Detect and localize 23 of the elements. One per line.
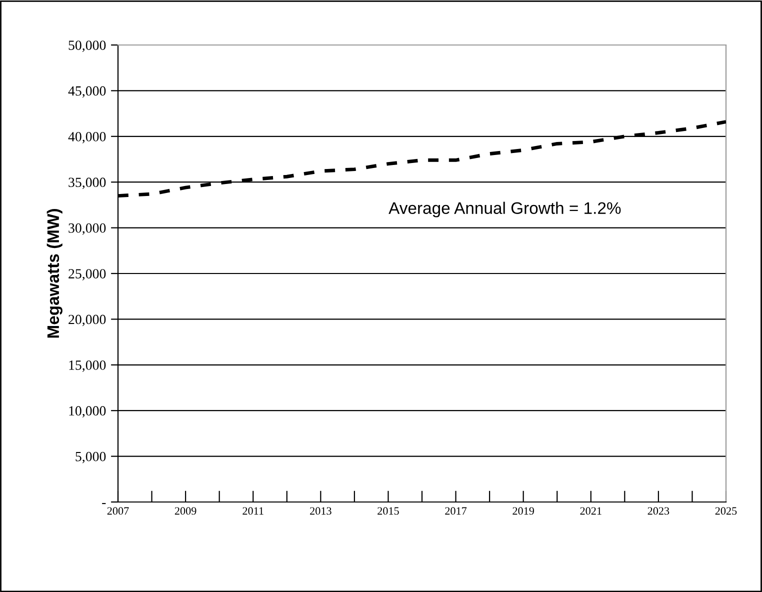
- x-tick-label: 2023: [648, 507, 670, 515]
- y-tick-label: 20,000: [68, 314, 106, 326]
- y-tick-label: 35,000: [68, 178, 106, 190]
- y-tick-label: 5,000: [76, 452, 106, 464]
- y-tick-label: 40,000: [68, 132, 106, 144]
- y-tick-label: 50,000: [68, 40, 106, 52]
- y-tick-label: 15,000: [69, 360, 106, 372]
- y-tick-label: 45,000: [68, 86, 106, 98]
- y-axis-title: Megawatts (MW): [46, 209, 62, 338]
- x-tick-label: 2013: [310, 507, 332, 515]
- y-tick-label: 10,000: [69, 406, 106, 418]
- x-tick-label: 2011: [242, 507, 264, 515]
- x-tick-label: 2009: [174, 507, 196, 515]
- y-tick-label: 30,000: [68, 223, 106, 235]
- x-tick-label: 2021: [580, 507, 602, 515]
- annotation: Average Annual Growth = 1.2%: [388, 202, 621, 218]
- y-tick-label: -: [102, 503, 106, 504]
- x-tick-label: 2015: [378, 507, 399, 515]
- x-tick-label: 2017: [445, 507, 467, 515]
- x-tick-label: 2025: [715, 507, 737, 515]
- x-tick-label: 2019: [512, 507, 534, 515]
- y-tick-label: 25,000: [68, 269, 106, 280]
- x-tick-label: 2007: [107, 507, 129, 515]
